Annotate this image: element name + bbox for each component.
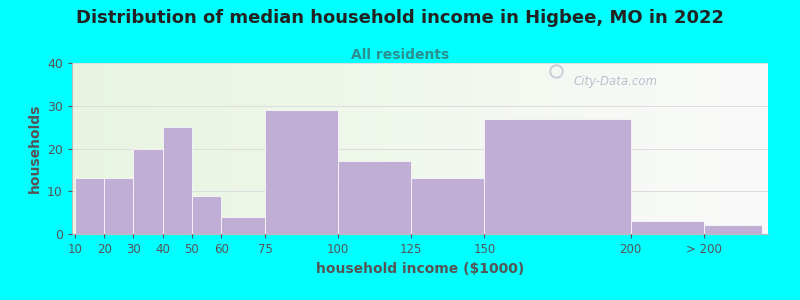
Text: City-Data.com: City-Data.com [573, 75, 658, 88]
Bar [411, 178, 484, 234]
Text: Distribution of median household income in Higbee, MO in 2022: Distribution of median household income … [76, 9, 724, 27]
Y-axis label: households: households [27, 104, 42, 193]
Bar [134, 148, 162, 234]
Bar [192, 196, 221, 234]
Bar [704, 226, 762, 234]
Bar [162, 127, 192, 234]
Bar [104, 178, 134, 234]
Bar [338, 161, 411, 234]
X-axis label: household income ($1000): household income ($1000) [316, 262, 524, 276]
Text: All residents: All residents [351, 48, 449, 62]
Bar [221, 217, 265, 234]
Bar [484, 118, 630, 234]
Bar [265, 110, 338, 234]
Bar [75, 178, 104, 234]
Bar [630, 221, 704, 234]
